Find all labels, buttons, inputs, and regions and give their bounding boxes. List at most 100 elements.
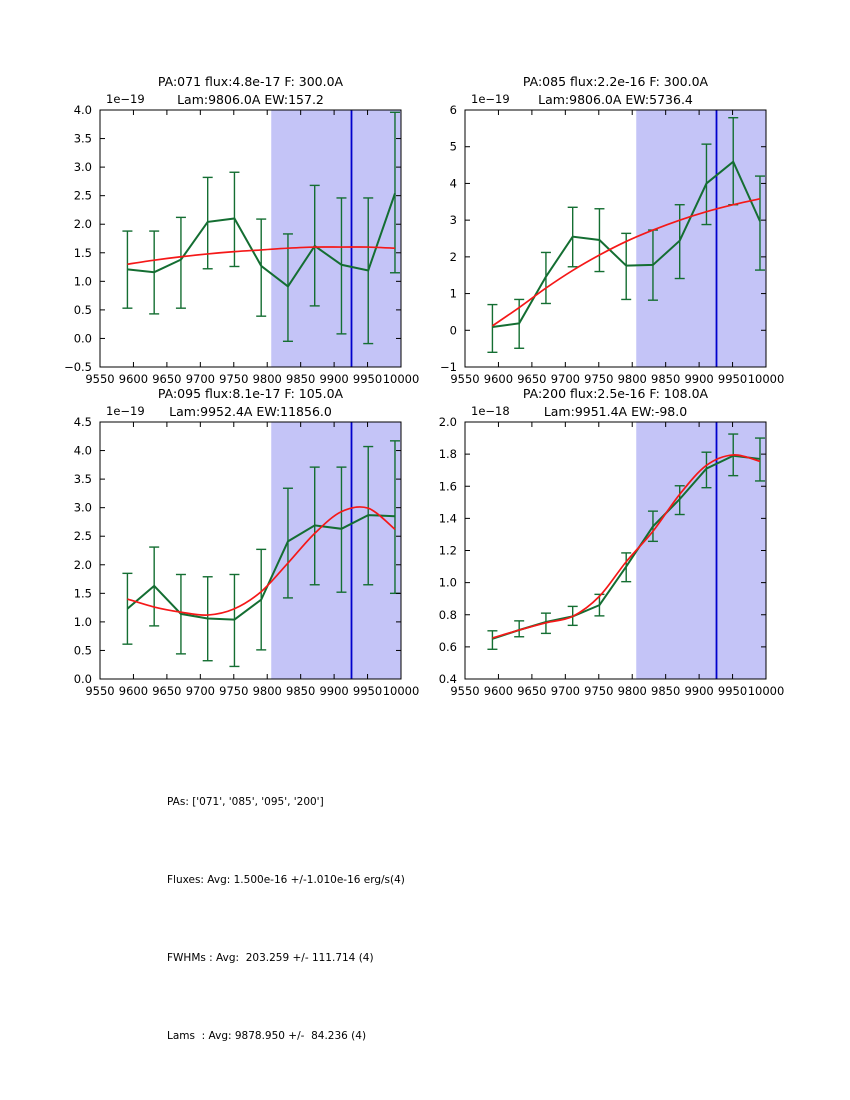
y-axis-offset-label: 1e−18 <box>471 404 510 418</box>
x-tick-label: 9700 <box>186 372 215 386</box>
y-tick-label: 4.5 <box>74 415 92 429</box>
y-tick-label: 1.2 <box>439 544 457 558</box>
y-tick-label: 2.0 <box>74 217 92 231</box>
x-tick-label: 10000 <box>748 684 785 698</box>
axes-frame <box>464 109 767 368</box>
x-tick-label: 9750 <box>219 372 248 386</box>
subplot-title-line1: PA:200 flux:2.5e-16 F: 108.0A <box>523 386 709 401</box>
x-tick-label: 9900 <box>684 372 713 386</box>
subplot-pa071: 9550 9600 9650 9700 9750 9800 9850 9900 9950 1000… <box>64 74 419 386</box>
y-tick-label: 3.0 <box>74 501 92 515</box>
stat-line-lams: Lams : Avg: 9878.950 +/- 84.236 (4) <box>167 1030 367 1042</box>
y-tick-label: 1.0 <box>439 576 457 590</box>
x-tick-label: 9950 <box>353 372 382 386</box>
y-axis-offset-label: 1e−19 <box>106 404 145 418</box>
subplot-title-line2: Lam:9806.0A EW:157.2 <box>177 92 324 107</box>
x-tick-label: 9750 <box>584 684 613 698</box>
y-tick-label: 2.0 <box>74 558 92 572</box>
y-tick-label: 3.5 <box>74 132 92 146</box>
x-tick-label: 9550 <box>450 372 479 386</box>
x-tick-label: 9950 <box>718 684 747 698</box>
x-tick-label: 9550 <box>85 372 114 386</box>
data-series-line <box>126 514 396 621</box>
fit-window-shade <box>636 110 766 367</box>
y-tick-label: −0.5 <box>64 360 92 374</box>
x-tick-label: 9600 <box>484 372 513 386</box>
y-tick-label: 4.0 <box>74 444 92 458</box>
y-tick-label: 5 <box>450 140 457 154</box>
y-tick-label: 4.0 <box>74 103 92 117</box>
fit-series-line <box>492 454 761 639</box>
x-tick-label: 9850 <box>651 372 680 386</box>
x-tick-label: 9650 <box>517 372 546 386</box>
subplot-title-line1: PA:095 flux:8.1e-17 F: 105.0A <box>158 386 344 401</box>
x-tick-label: 9950 <box>718 372 747 386</box>
y-tick-label: 0.4 <box>439 672 457 686</box>
subplot-title-line2: Lam:9951.4A EW:-98.0 <box>544 404 687 419</box>
y-tick-label: 2 <box>450 250 457 264</box>
y-tick-label: 2.5 <box>74 189 92 203</box>
subplot-title-line2: Lam:9806.0A EW:5736.4 <box>538 92 693 107</box>
y-tick-label: 0.5 <box>74 643 92 657</box>
y-tick-label: 1.0 <box>74 274 92 288</box>
x-tick-label: 9600 <box>484 684 513 698</box>
stat-line-pas: PAs: ['071', '085', '095', '200'] <box>167 796 324 808</box>
x-tick-label: 9900 <box>684 684 713 698</box>
x-tick-label: 9650 <box>152 372 181 386</box>
y-tick-label: 1.6 <box>439 479 457 493</box>
x-tick-label: 9900 <box>319 372 348 386</box>
x-tick-label: 9800 <box>253 372 282 386</box>
stat-line-fwhms: FWHMs : Avg: 203.259 +/- 111.714 (4) <box>167 952 374 964</box>
y-tick-label: 1.0 <box>74 615 92 629</box>
x-tick-label: 9700 <box>551 372 580 386</box>
subplot-title-line1: PA:071 flux:4.8e-17 F: 300.0A <box>158 74 344 89</box>
x-tick-label: 9700 <box>186 684 215 698</box>
data-series-line <box>492 160 761 328</box>
x-tick-label: 9700 <box>551 684 580 698</box>
axes-frame <box>99 421 402 680</box>
data-series-line <box>127 193 396 288</box>
fit-series-line <box>491 198 761 327</box>
fit-series-line <box>127 506 396 616</box>
y-tick-label: 3 <box>450 213 457 227</box>
subplot-title-line2: Lam:9952.4A EW:11856.0 <box>169 404 332 419</box>
fit-window-shade <box>271 110 401 367</box>
y-tick-label: 1 <box>450 287 457 301</box>
y-tick-label: 2.0 <box>439 415 457 429</box>
x-tick-label: 9800 <box>618 684 647 698</box>
y-axis-offset-label: 1e−19 <box>471 92 510 106</box>
y-tick-label: 4 <box>450 176 457 190</box>
y-tick-label: 1.5 <box>74 246 92 260</box>
x-tick-label: 9850 <box>286 372 315 386</box>
y-tick-label: 0.0 <box>74 672 92 686</box>
x-tick-label: 9550 <box>450 684 479 698</box>
y-tick-label: 0 <box>450 323 457 337</box>
y-tick-label: 0.5 <box>74 303 92 317</box>
x-tick-label: 9650 <box>517 684 546 698</box>
x-tick-label: 9850 <box>286 684 315 698</box>
y-tick-label: 0.6 <box>439 640 457 654</box>
x-tick-label: 9950 <box>353 684 382 698</box>
x-tick-label: 9600 <box>119 684 148 698</box>
x-tick-label: 9800 <box>253 684 282 698</box>
y-tick-label: 1.8 <box>439 447 457 461</box>
stat-line-fluxes: Fluxes: Avg: 1.500e-16 +/-1.010e-16 erg/… <box>167 874 405 886</box>
stats-block: PAs: ['071', '085', '095', '200'] Fluxes… <box>167 737 405 1100</box>
axes-frame <box>99 109 402 368</box>
x-tick-label: 9750 <box>584 372 613 386</box>
x-tick-label: 10000 <box>383 684 420 698</box>
fit-series-line <box>127 246 396 266</box>
y-tick-label: −1 <box>440 360 457 374</box>
x-tick-label: 9850 <box>651 684 680 698</box>
subplot-title-line1: PA:085 flux:2.2e-16 F: 300.0A <box>523 74 709 89</box>
fit-window-shade <box>636 422 766 679</box>
subplot-pa095: 9550 9600 9650 9700 9750 9800 9850 9900 9950 1000… <box>74 386 420 698</box>
x-tick-label: 9800 <box>618 372 647 386</box>
x-tick-label: 9600 <box>119 372 148 386</box>
y-tick-label: 2.5 <box>74 529 92 543</box>
y-tick-label: 3.0 <box>74 160 92 174</box>
subplot-pa200: 9550 9600 9650 9700 9750 9800 9850 9900 9950 1000… <box>439 386 785 698</box>
y-tick-label: 1.5 <box>74 586 92 600</box>
y-tick-label: 3.5 <box>74 472 92 486</box>
